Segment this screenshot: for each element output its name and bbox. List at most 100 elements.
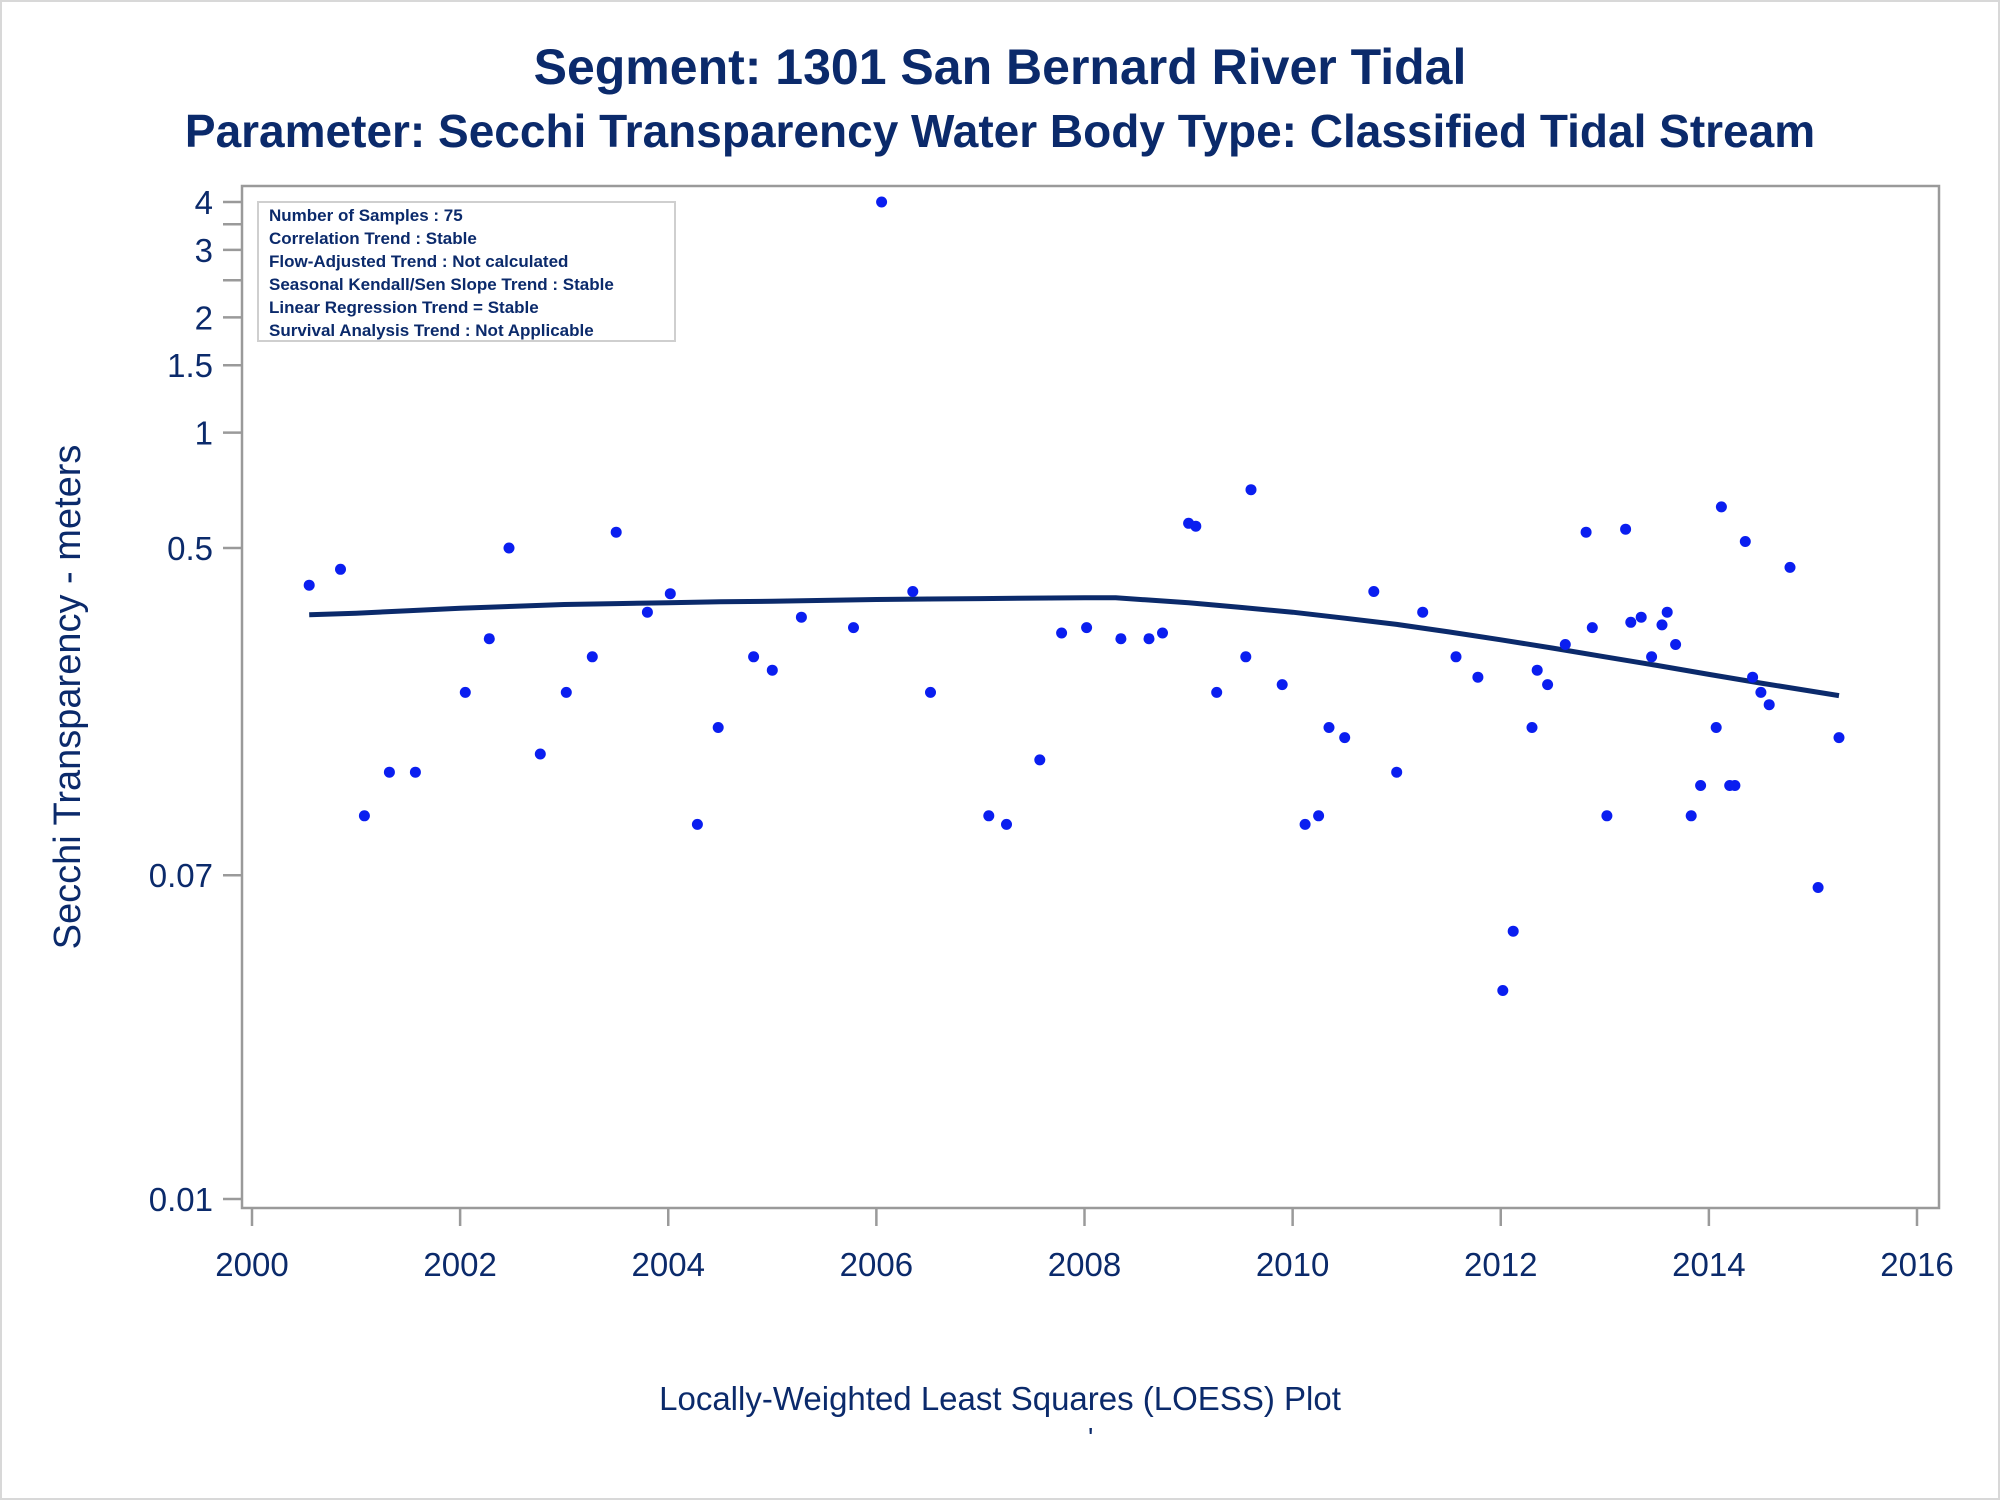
data-point	[1784, 561, 1796, 573]
plot-area	[240, 184, 1941, 1210]
data-point	[1417, 606, 1429, 618]
data-point	[795, 611, 807, 623]
data-point	[1710, 722, 1722, 733]
data-point	[1339, 732, 1351, 744]
data-point	[1635, 611, 1647, 623]
data-point	[983, 810, 995, 822]
data-point	[766, 664, 778, 676]
data-point	[748, 651, 760, 663]
data-point	[459, 686, 471, 698]
data-point	[1001, 818, 1012, 830]
data-point	[1276, 679, 1288, 691]
data-point	[503, 542, 515, 554]
stats-line-correlation: Correlation Trend : Stable	[269, 229, 477, 248]
y-tick-label: 2	[195, 299, 213, 336]
data-point	[1143, 633, 1155, 645]
data-point	[1625, 616, 1637, 628]
data-point	[1620, 523, 1632, 535]
stats-line-kendall: Seasonal Kendall/Sen Slope Trend : Stabl…	[269, 275, 614, 294]
y-tick-label: 0.01	[149, 1181, 213, 1218]
data-point	[1531, 664, 1543, 676]
x-tick-label: 2016	[1880, 1246, 1953, 1283]
loess-line-group	[309, 595, 1840, 699]
data-point	[358, 810, 370, 822]
data-point	[1695, 780, 1707, 791]
data-point	[303, 579, 315, 591]
data-point	[409, 766, 421, 778]
data-point	[1670, 639, 1682, 650]
stats-box-frame	[257, 201, 676, 342]
x-tick-label: 2008	[1048, 1246, 1121, 1283]
stats-line-samples: Number of Samples : 75	[269, 206, 463, 225]
chart-subtitle: Parameter: Secchi Transparency Water Bod…	[184, 105, 1816, 157]
data-point	[1313, 810, 1325, 822]
x-tick-label: 2006	[840, 1246, 913, 1283]
data-point	[907, 586, 919, 597]
data-point	[925, 686, 936, 698]
data-point	[1729, 780, 1741, 791]
data-point	[876, 196, 888, 208]
data-point	[1526, 722, 1538, 733]
data-point	[1601, 810, 1613, 822]
data-point	[383, 766, 395, 778]
data-point	[1497, 985, 1509, 996]
data-point	[1368, 586, 1380, 597]
y-tick-label: 0.5	[167, 530, 213, 567]
data-point	[610, 526, 622, 538]
y-tick-label: 0.07	[149, 857, 213, 894]
y-tick-label: 4	[195, 184, 213, 221]
data-point	[712, 722, 724, 733]
stats-line-flow: Flow-Adjusted Trend : Not calculated	[269, 252, 568, 271]
data-point	[560, 686, 572, 698]
data-point	[534, 748, 546, 760]
x-tick-label: 2014	[1672, 1246, 1745, 1283]
data-point	[1685, 810, 1697, 822]
data-point	[1034, 754, 1046, 766]
x-tick-label: 2000	[215, 1246, 288, 1283]
x-tick-label: 2004	[632, 1246, 705, 1283]
data-point	[1739, 536, 1751, 547]
data-point	[1299, 818, 1311, 830]
data-point	[1450, 651, 1462, 663]
stats-box: Number of Samples : 75 Correlation Trend…	[257, 201, 676, 342]
data-point	[1755, 686, 1767, 698]
y-tick-label: 1	[195, 415, 213, 452]
data-point	[664, 588, 676, 600]
stats-line-survival: Survival Analysis Trend : Not Applicable	[269, 321, 594, 340]
x-tick-label: 2010	[1256, 1246, 1329, 1283]
data-point	[1056, 627, 1068, 639]
data-point	[1323, 722, 1335, 733]
data-point	[1081, 622, 1093, 634]
data-point	[1715, 501, 1727, 513]
y-tick-label: 3	[195, 232, 213, 269]
x-tick-label: 2012	[1464, 1246, 1537, 1283]
data-point	[691, 818, 703, 830]
data-point	[1833, 732, 1845, 744]
data-point	[1190, 520, 1202, 532]
stats-line-regression: Linear Regression Trend = Stable	[269, 298, 539, 317]
data-point	[335, 563, 346, 575]
data-points	[303, 196, 1845, 996]
data-point	[1472, 671, 1484, 683]
data-point	[1507, 925, 1519, 937]
data-point	[483, 633, 495, 645]
data-point	[1586, 622, 1598, 634]
y-tick-label: 1.5	[167, 347, 213, 384]
data-point	[1115, 633, 1127, 645]
loess-line	[309, 595, 1840, 699]
data-point	[586, 651, 598, 663]
data-point	[848, 622, 859, 634]
data-point	[1656, 619, 1668, 631]
data-point	[1240, 651, 1252, 663]
data-point	[1542, 679, 1554, 691]
footnote-mark: '	[1088, 1422, 1094, 1453]
data-point	[1559, 639, 1571, 650]
y-axis: 0.01 0.07 0.5 1 1.5 2 3 4	[149, 184, 242, 1218]
data-point	[1646, 651, 1658, 663]
chart-title: Segment: 1301 San Bernard River Tidal	[533, 39, 1467, 95]
data-point	[1763, 699, 1775, 711]
x-tick-label: 2002	[423, 1246, 496, 1283]
data-point	[1580, 526, 1592, 538]
data-point	[1211, 686, 1223, 698]
